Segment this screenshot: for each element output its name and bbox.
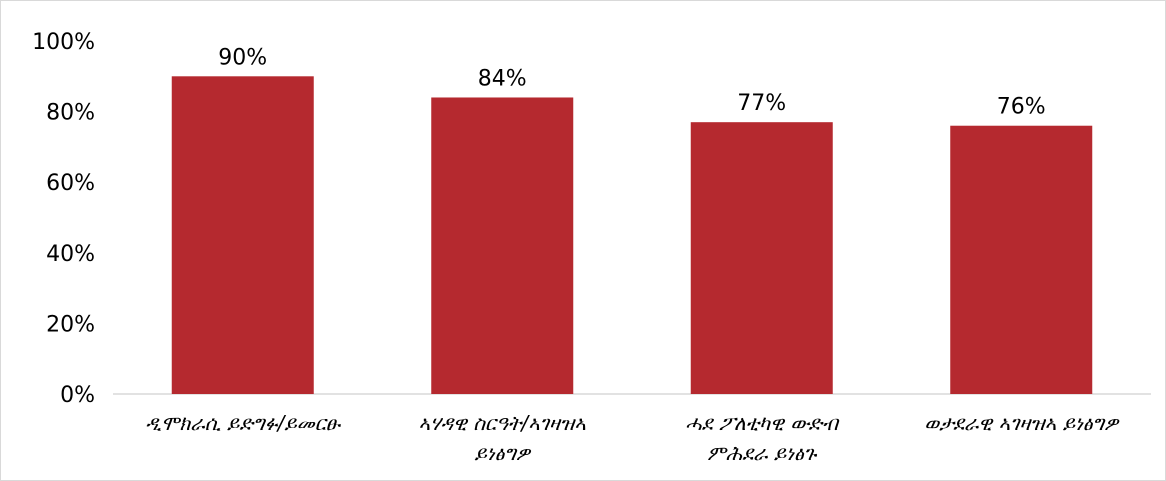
y-tick-label: 0% <box>60 383 95 408</box>
x-tick-label: ምሕደራ ይነፅጉ <box>707 441 818 465</box>
y-tick-label: 40% <box>46 242 95 267</box>
bar <box>431 97 574 394</box>
x-tick-label: ኣሃዳዊ ስርዓት/ኣገዛዝኣ <box>419 411 586 435</box>
data-label: 90% <box>218 45 267 70</box>
y-tick-label: 80% <box>46 101 95 126</box>
x-tick-label: ሓደ ፖለቲካዊ ውድብ <box>685 411 840 435</box>
y-axis-ticks: 0% 20% 40% 60% 80% 100% <box>32 30 95 408</box>
data-label: 76% <box>997 95 1046 120</box>
bars <box>171 76 1093 395</box>
x-tick-label: ወታደራዊ ኣገዛዝኣ ይነፅግዎ <box>924 411 1120 435</box>
y-tick-label: 20% <box>46 312 95 337</box>
bar <box>171 76 314 395</box>
y-tick-label: 100% <box>32 30 95 55</box>
x-tick-label: ይነፅግዎ <box>474 441 531 465</box>
bar <box>950 125 1093 394</box>
data-label: 77% <box>737 91 786 116</box>
data-label: 84% <box>478 66 527 91</box>
data-labels: 90% 84% 77% 76% <box>218 45 1045 119</box>
x-tick-label: ዲሞክራሲ ይድግፉ/ይመርፁ <box>145 411 341 435</box>
x-axis-labels: ዲሞክራሲ ይድግፉ/ይመርፁ ኣሃዳዊ ስርዓት/ኣገዛዝኣ ይነፅግዎ ሓደ ፖለ… <box>145 411 1120 465</box>
bar <box>690 122 833 394</box>
y-tick-label: 60% <box>46 171 95 196</box>
